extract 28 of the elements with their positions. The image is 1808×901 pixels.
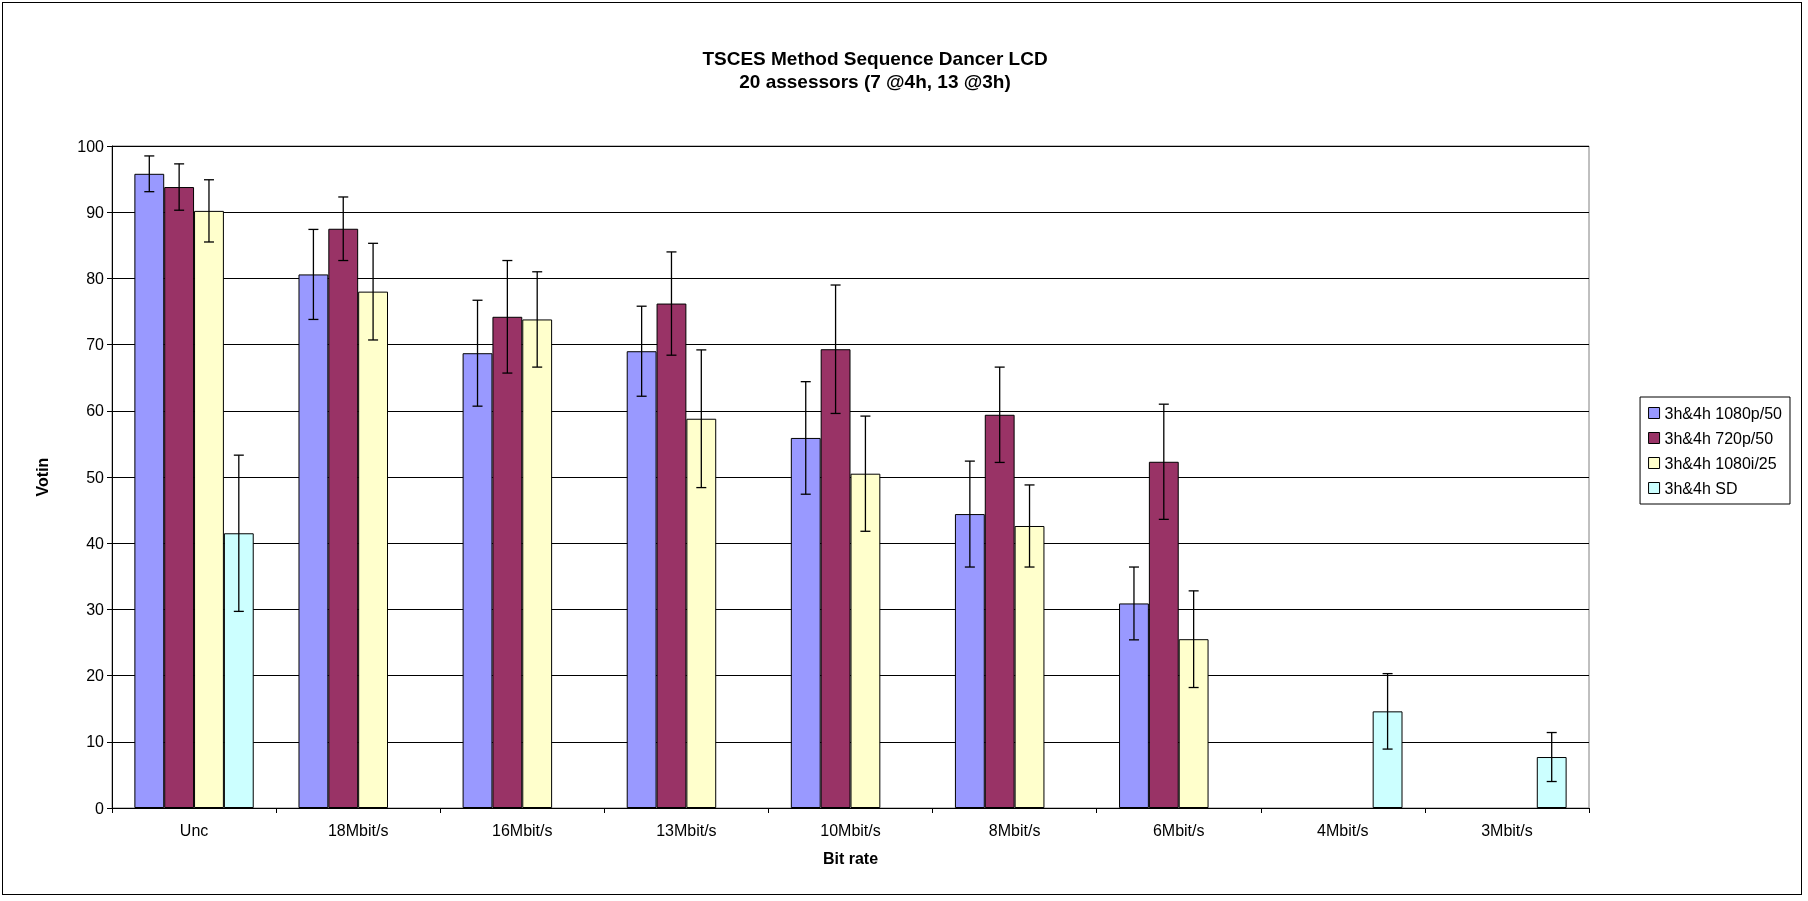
y-tick-label: 70	[86, 336, 105, 354]
legend-label: 3h&4h 720p/50	[1664, 429, 1774, 447]
y-tick-label: 10	[86, 733, 105, 751]
x-tick-label: 6Mbit/s	[1152, 821, 1205, 839]
x-tick-label: 8Mbit/s	[988, 821, 1041, 839]
x-tick-label: 3Mbit/s	[1481, 821, 1533, 839]
x-tick-label: Unc	[179, 821, 209, 839]
legend-label: 3h&4h SD	[1664, 479, 1738, 497]
x-tick-label: 10Mbit/s	[820, 821, 881, 839]
y-tick-label: 20	[86, 667, 105, 685]
y-tick-label: 50	[86, 468, 105, 486]
x-tick-label: 18Mbit/s	[327, 821, 389, 839]
y-tick-label: 60	[86, 402, 105, 420]
chart-title: TSCES Method Sequence Dancer LCD	[702, 48, 1048, 69]
legend-label: 3h&4h 1080i/25	[1664, 454, 1777, 472]
chart-subtitle: 20 assessors (7 @4h, 13 @3h)	[739, 71, 1011, 92]
legend-label: 3h&4h 1080p/50	[1664, 404, 1783, 422]
x-axis-title: Bit rate	[822, 849, 879, 867]
y-axis-title: Votin	[33, 457, 51, 497]
y-tick-label: 80	[86, 269, 105, 287]
x-tick-label: 4Mbit/s	[1317, 821, 1369, 839]
x-tick-label: 16Mbit/s	[492, 821, 553, 839]
y-tick-label: 0	[95, 799, 105, 817]
y-tick-label: 100	[77, 137, 105, 155]
y-tick-label: 30	[86, 600, 105, 618]
x-tick-label: 13Mbit/s	[656, 821, 717, 839]
y-tick-label: 40	[86, 534, 105, 552]
y-tick-label: 90	[86, 203, 105, 221]
